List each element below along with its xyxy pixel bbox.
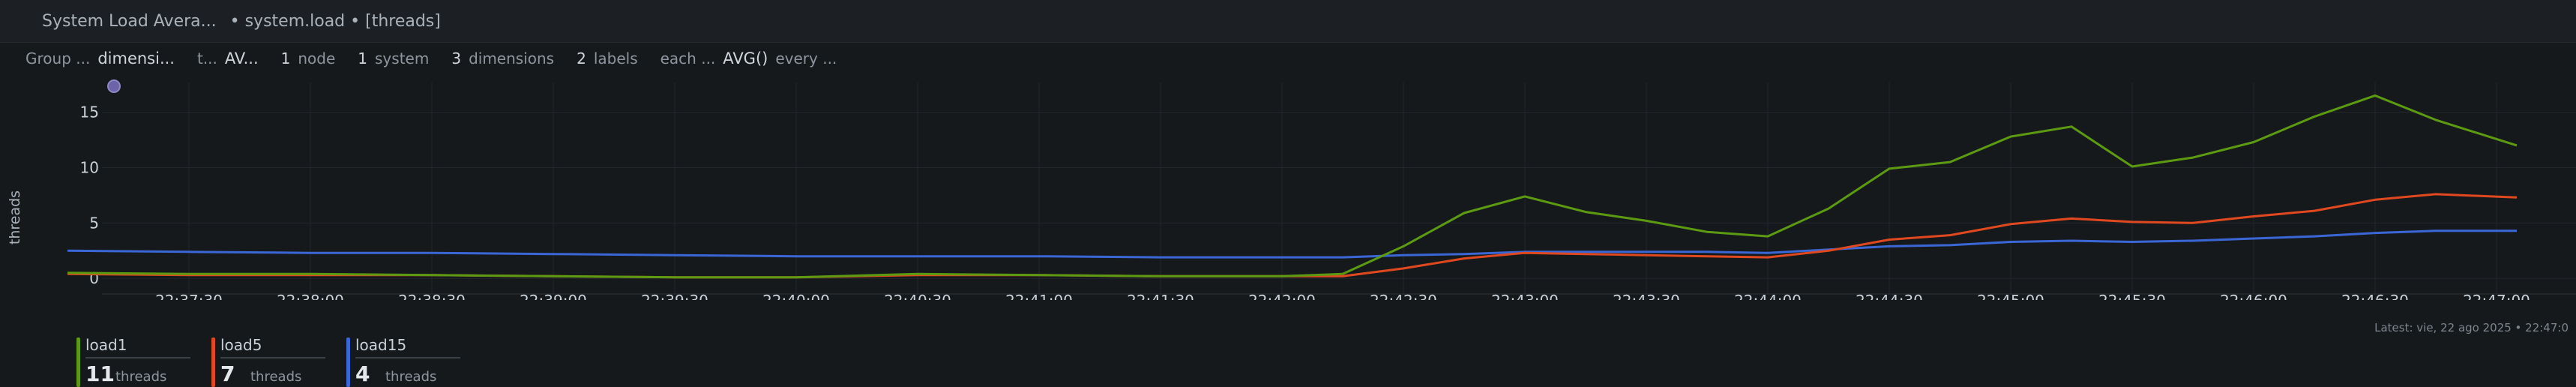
legend-series-name: load1 <box>85 336 127 354</box>
legend-color-swatch <box>76 338 80 387</box>
x-tick-label: 22:42:30 <box>1370 292 1437 300</box>
x-tick-label: 22:41:00 <box>1005 292 1073 300</box>
legend-series-value: 11 <box>85 362 115 386</box>
legend-color-swatch <box>346 338 350 387</box>
group-by-value: dimensi... <box>97 50 175 68</box>
legend-item-load5[interactable]: load5 7 threads <box>211 336 327 387</box>
x-tick-label: 22:42:00 <box>1248 292 1316 300</box>
chart-grid <box>102 82 2576 295</box>
labels-count: 2 <box>577 50 586 68</box>
legend-divider <box>355 357 460 358</box>
legend-series-unit: threads <box>115 369 167 385</box>
labels-label: labels <box>593 50 638 68</box>
systems-label: system <box>375 50 430 68</box>
chart-series <box>67 94 2518 279</box>
nodes-count: 1 <box>280 50 291 68</box>
x-tick-label: 22:45:30 <box>2098 292 2166 300</box>
y-tick-label: 15 <box>80 104 99 122</box>
x-tick-label: 22:37:30 <box>155 292 223 300</box>
labels-filter[interactable]: 2 labels <box>577 50 638 68</box>
each-label: each ... <box>660 50 716 68</box>
systems-count: 1 <box>358 50 368 68</box>
legend-series-name: load15 <box>355 336 407 354</box>
time-aggregation-value: AVG() <box>723 50 768 68</box>
x-tick-label: 22:39:00 <box>520 292 587 300</box>
aggregation-selector[interactable]: t... AV... <box>197 50 259 68</box>
aggregation-label: t... <box>196 50 217 68</box>
nodes-filter[interactable]: 1 node <box>281 50 336 68</box>
nodes-label: node <box>298 50 336 68</box>
latest-timestamp: Latest: vie, 22 ago 2025 • 22:47:0 <box>2374 321 2569 334</box>
x-tick-label: 22:46:30 <box>2341 292 2409 300</box>
chart-title: System Load Avera... <box>42 11 217 31</box>
chart-header: System Load Avera... • system.load • [th… <box>0 0 2576 43</box>
series-line-load15 <box>67 230 2517 259</box>
systems-filter[interactable]: 1 system <box>358 50 429 68</box>
x-tick-label: 22:46:00 <box>2220 292 2287 300</box>
x-tick-label: 22:40:00 <box>762 292 830 300</box>
x-tick-label: 22:44:00 <box>1734 292 1802 300</box>
series-line-load5 <box>67 193 2518 279</box>
dimensions-filter[interactable]: 3 dimensions <box>451 50 554 68</box>
legend-color-swatch <box>211 338 215 387</box>
y-tick-label: 10 <box>80 158 99 176</box>
every-label: every ... <box>775 50 837 68</box>
x-tick-label: 22:39:30 <box>641 292 708 300</box>
x-axis-ticks: 22:37:30 22:38:00 22:38:30 22:39:00 22:39:30… <box>155 292 2530 300</box>
x-tick-label: 22:45:00 <box>1977 292 2044 300</box>
legend-item-load1[interactable]: load1 11 threads <box>76 336 192 387</box>
y-tick-label: 5 <box>89 214 99 232</box>
x-tick-label: 22:40:30 <box>884 292 951 300</box>
aggregation-value: AV... <box>224 50 259 68</box>
legend-divider <box>220 357 325 358</box>
time-aggregation-selector[interactable]: each ... AVG() every ... <box>660 50 837 68</box>
chart-toolbar: Group ... dimensi... t... AV... 1 node 1… <box>0 42 2576 75</box>
chart-context: • system.load • [threads] <box>229 11 441 31</box>
y-axis-label: threads <box>7 190 23 244</box>
x-tick-label: 22:47:00 <box>2463 292 2530 300</box>
x-tick-label: 22:43:30 <box>1613 292 1680 300</box>
chart-settings-icon[interactable] <box>107 80 121 93</box>
legend-series-value: 4 <box>355 362 370 386</box>
x-tick-label: 22:41:30 <box>1127 292 1194 300</box>
x-tick-label: 22:44:30 <box>1856 292 1923 300</box>
group-by-selector[interactable]: Group ... dimensi... <box>25 50 175 68</box>
legend-series-unit: threads <box>385 369 437 385</box>
legend-series-name: load5 <box>220 336 262 354</box>
chart-legend: load1 11 threads load5 7 threads load15 … <box>76 336 462 387</box>
group-by-label: Group ... <box>25 50 91 68</box>
legend-series-unit: threads <box>250 369 302 385</box>
x-tick-label: 22:38:00 <box>277 292 344 300</box>
legend-item-load15[interactable]: load15 4 threads <box>346 336 462 387</box>
dimensions-count: 3 <box>451 50 462 68</box>
x-tick-label: 22:43:00 <box>1491 292 1559 300</box>
x-tick-label: 22:38:30 <box>398 292 466 300</box>
dimensions-label: dimensions <box>469 50 555 68</box>
series-line-load1 <box>67 94 2518 279</box>
legend-series-value: 7 <box>220 362 235 386</box>
legend-divider <box>85 357 190 358</box>
